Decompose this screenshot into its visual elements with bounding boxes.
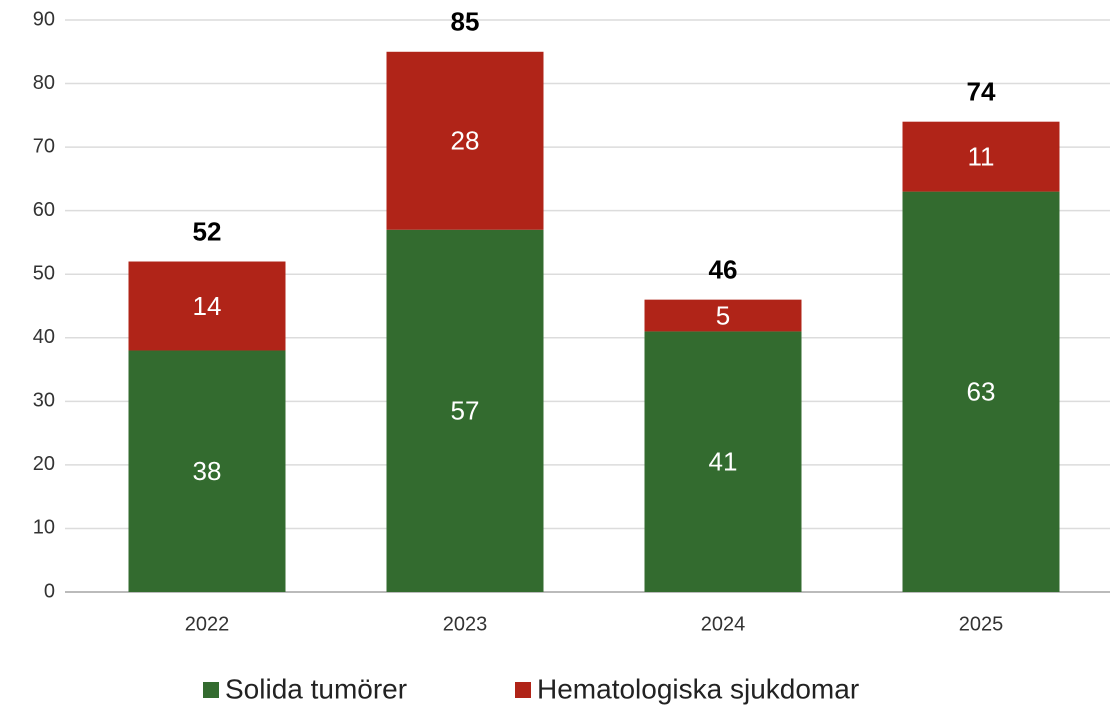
bar-segment <box>644 331 802 592</box>
x-tick-label: 2023 <box>443 613 488 635</box>
legend-swatch <box>515 682 531 698</box>
y-tick-label: 20 <box>33 453 55 475</box>
data-label: 38 <box>193 456 222 486</box>
legend-label: Solida tumörer <box>225 673 407 704</box>
data-label: 5 <box>716 300 730 330</box>
data-label: 28 <box>451 126 480 156</box>
legend-swatch <box>203 682 219 698</box>
total-label: 52 <box>193 216 222 246</box>
bar-segment <box>902 121 1060 192</box>
x-tick-label: 2022 <box>185 613 230 635</box>
y-tick-label: 50 <box>33 263 55 285</box>
x-tick-label: 2025 <box>959 613 1004 635</box>
bar-segment <box>644 299 802 332</box>
data-label: 11 <box>968 142 995 172</box>
y-tick-label: 10 <box>33 517 55 539</box>
legend-label: Hematologiska sjukdomar <box>537 673 859 704</box>
bar-segment <box>386 229 544 592</box>
total-label: 74 <box>967 77 996 107</box>
x-tick-label: 2024 <box>701 613 746 635</box>
y-tick-label: 70 <box>33 135 55 157</box>
total-label: 46 <box>709 255 738 285</box>
bar-segment <box>128 350 286 592</box>
data-label: 57 <box>451 396 480 426</box>
y-tick-label: 90 <box>33 8 55 30</box>
y-tick-label: 30 <box>33 390 55 412</box>
bar-segment <box>128 261 286 351</box>
data-label: 41 <box>709 447 738 477</box>
bar-segment <box>386 51 544 230</box>
y-tick-label: 80 <box>33 72 55 94</box>
data-label: 14 <box>193 291 222 321</box>
bar-segment <box>902 191 1060 592</box>
y-tick-label: 60 <box>33 199 55 221</box>
y-tick-label: 40 <box>33 326 55 348</box>
data-label: 63 <box>967 377 996 407</box>
total-label: 85 <box>451 7 480 37</box>
y-tick-label: 0 <box>44 580 55 602</box>
